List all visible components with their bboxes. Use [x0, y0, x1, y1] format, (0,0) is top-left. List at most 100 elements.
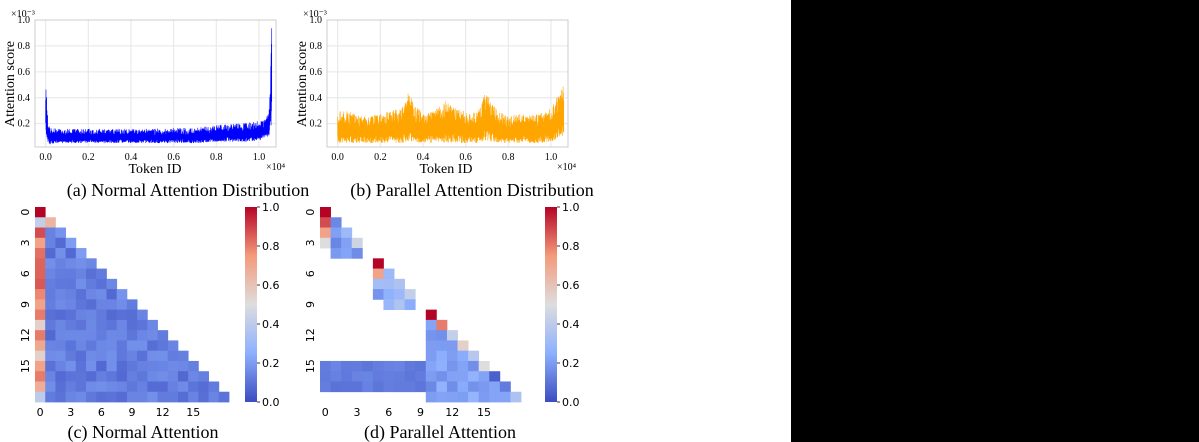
heatmap-cell: [198, 391, 209, 403]
heatmap-cell: [65, 319, 77, 331]
heatmap-cell: [157, 340, 169, 352]
panel-d-heatmap: 0 3 6 9 12 15 0 3 6 9 12 15 0.0 0.2 0.4 0.6 0.8 1.0 (d)…: [304, 201, 580, 442]
heatmap-cell: [126, 299, 138, 311]
heatmap-cell: [320, 227, 331, 239]
heatmap-cell: [383, 289, 395, 300]
x-multiplier: ×10⁴: [557, 162, 577, 173]
y-tick-label: 1.0: [310, 15, 323, 26]
heatmap-cell: [45, 371, 56, 382]
heatmap-cell: [147, 340, 158, 352]
heatmap-cell: [157, 381, 169, 393]
y-tick-label: 6: [19, 270, 32, 277]
heatmap-cell: [147, 330, 158, 341]
heatmap-cell: [177, 391, 189, 403]
heatmap-cell: [45, 299, 56, 311]
heatmap-cell: [372, 381, 384, 393]
heatmap-cell: [45, 289, 56, 300]
x-tick-label: 6: [98, 406, 105, 419]
x-tick-labels: 0 3 6 9 12 15: [322, 406, 491, 419]
heatmap-cell: [35, 237, 46, 249]
heatmap-cell: [468, 350, 480, 362]
heatmap-cells: [320, 207, 522, 403]
heatmap-cell: [86, 391, 97, 403]
y-tick-label: 15: [19, 359, 32, 373]
heatmap-cell: [167, 371, 179, 382]
colorbar-tick-label: 0.4: [262, 318, 280, 331]
heatmap-cell: [126, 350, 138, 362]
heatmap-cell: [137, 319, 148, 331]
heatmap-cell: [468, 381, 480, 393]
heatmap-cell: [341, 371, 353, 382]
y-tick-label: 9: [19, 301, 32, 308]
heatmap-cell: [35, 227, 46, 239]
heatmap-cell: [489, 391, 501, 403]
x-tick-label: 0.4: [417, 152, 430, 163]
heatmap-cell: [65, 268, 77, 280]
heatmap-cell: [383, 268, 395, 280]
x-axis-label: Token ID: [419, 162, 472, 177]
heatmap-cell: [65, 289, 77, 300]
heatmap-cell: [75, 299, 87, 311]
heatmap-cell: [157, 350, 169, 362]
heatmap-cell: [96, 391, 107, 403]
heatmap-cell: [35, 207, 46, 218]
x-tick-labels: 0.0 0.2 0.4 0.6 0.8 1.0: [39, 152, 265, 163]
heatmap-cell: [65, 381, 77, 393]
y-tick-label: 0.2: [310, 119, 323, 130]
heatmap-cell: [383, 360, 395, 372]
heatmap-cell: [65, 237, 77, 249]
x-tick-label: 15: [477, 406, 491, 419]
heatmap-cell: [188, 360, 199, 372]
heatmap-cell: [425, 350, 437, 362]
heatmap-cell: [425, 319, 437, 331]
heatmap-cell: [55, 278, 67, 290]
colorbar-tick-label: 0.2: [562, 357, 580, 370]
y-tick-label: 0.8: [310, 41, 323, 52]
x-multiplier: ×10⁴: [266, 162, 286, 173]
heatmap-cell: [55, 299, 67, 311]
heatmap-cell: [167, 340, 179, 352]
heatmap-cell: [35, 309, 46, 321]
heatmap-cell: [425, 309, 437, 321]
x-tick-label: 0.0: [331, 152, 344, 163]
y-tick-label: 0.6: [18, 67, 31, 78]
heatmap-cell: [147, 350, 158, 362]
heatmap-cell: [106, 381, 118, 393]
heatmap-cell: [116, 299, 128, 311]
heatmap-cell: [106, 319, 118, 331]
heatmap-cell: [489, 381, 501, 393]
panel-b-line-chart: 0.0 0.2 0.4 0.6 0.8 1.0 0.2 0.4 0.6 0.8 1.0 ×10⁻³…: [295, 9, 594, 201]
heatmap-cell: [35, 371, 46, 382]
heatmap-cell: [404, 381, 416, 393]
panel-c-heatmap: 0 3 6 9 12 15 0 3 6 9 12 15 0.0 0.2 0.4 0.6 0.8 1.0 (c)…: [19, 201, 280, 442]
y-tick-labels: 0.2 0.4 0.6 0.8 1.0: [18, 15, 31, 130]
heatmap-cell: [372, 278, 384, 290]
heatmap-cell: [35, 299, 46, 311]
heatmap-cell: [468, 360, 480, 372]
heatmap-cell: [96, 350, 107, 362]
heatmap-cell: [55, 350, 67, 362]
heatmap-cell: [446, 391, 458, 403]
heatmap-cell: [330, 227, 342, 239]
heatmap-cell: [404, 299, 416, 311]
heatmap-cell: [65, 309, 77, 321]
heatmap-cell: [188, 381, 199, 393]
heatmap-cell: [55, 227, 67, 239]
colorbar-tick-label: 0.8: [262, 240, 280, 253]
heatmap-cell: [404, 360, 416, 372]
x-tick-label: 12: [445, 406, 459, 419]
x-tick-label: 3: [354, 406, 361, 419]
heatmap-cell: [96, 340, 107, 352]
heatmap-cell: [35, 278, 46, 290]
heatmap-cell: [45, 278, 56, 290]
heatmap-cell: [35, 258, 46, 269]
heatmap-cell: [35, 340, 46, 352]
heatmap-cell: [45, 381, 56, 393]
heatmap-cell: [55, 381, 67, 393]
heatmap-cell: [96, 299, 107, 311]
y-tick-label: 0.2: [18, 119, 31, 130]
heatmap-cell: [35, 350, 46, 362]
y-tick-label: 0.8: [18, 41, 31, 52]
heatmap-cell: [106, 371, 118, 382]
heatmap-cell: [147, 360, 158, 372]
